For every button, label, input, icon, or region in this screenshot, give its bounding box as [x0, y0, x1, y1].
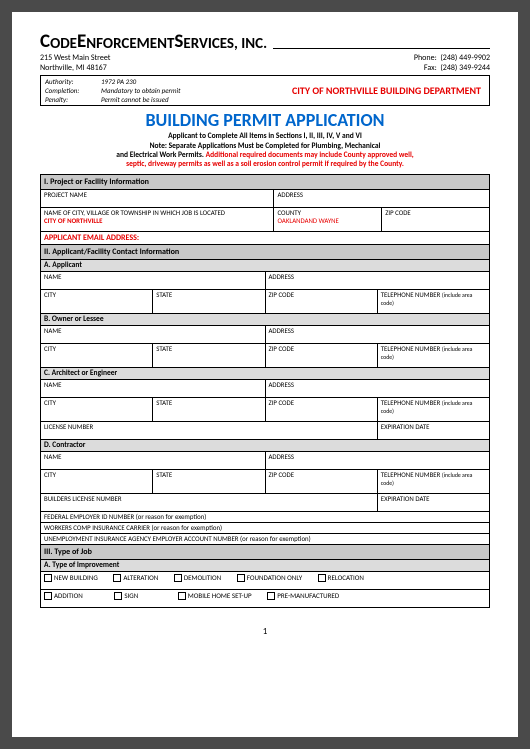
county-value: OAKLANDAND WAYNE: [277, 217, 378, 225]
checkbox-icon: [178, 592, 186, 600]
check-addition[interactable]: ADDITION: [44, 591, 83, 600]
company-address: 215 West Main Street Northville, MI 4816…: [40, 54, 110, 73]
name-cell[interactable]: NAME: [41, 325, 266, 343]
cap-c: C: [40, 30, 50, 53]
license-cell[interactable]: LICENSE NUMBER: [41, 421, 378, 439]
check-row-2: ADDITION SIGN MOBILE HOME SET-UP PRE-MAN…: [41, 589, 490, 607]
checkbox-icon: [237, 574, 245, 582]
builders-license-cell[interactable]: BUILDERS LICENSE NUMBER: [41, 493, 378, 511]
owner-table: NAME ADDRESS CITY STATE ZIP CODE TELEPHO…: [40, 325, 490, 368]
email-cell[interactable]: APPLICANT EMAIL ADDRESS:: [41, 231, 490, 244]
phone-cell[interactable]: TELEPHONE NUMBER (include area code): [377, 343, 489, 367]
company-contact: Phone: (248) 449-9902 Fax: (248) 349-924…: [414, 54, 490, 73]
expiration-cell[interactable]: EXPIRATION DATE: [377, 493, 489, 511]
check-mobile[interactable]: MOBILE HOME SET-UP: [178, 591, 252, 600]
phone-cell[interactable]: TELEPHONE NUMBER (include area code): [377, 289, 489, 313]
checkbox-icon: [113, 574, 121, 582]
state-cell[interactable]: STATE: [153, 343, 265, 367]
address-row: 215 West Main Street Northville, MI 4816…: [40, 54, 490, 73]
check-foundation[interactable]: FOUNDATION ONLY: [237, 573, 302, 582]
workers-comp-cell[interactable]: WORKERS COMP INSURANCE CARRIER (or reaso…: [41, 522, 490, 533]
city-value: CITY OF NORTHVILLE: [44, 217, 270, 225]
checkbox-icon: [114, 592, 122, 600]
zip-cell[interactable]: ZIP CODE: [265, 469, 377, 493]
check-demolition[interactable]: DEMOLITION: [174, 573, 221, 582]
contractor-table: NAME ADDRESS CITY STATE ZIP CODE TELEPHO…: [40, 451, 490, 545]
unemployment-cell[interactable]: UNEMPLOYMENT INSURANCE AGENCY EMPLOYER A…: [41, 533, 490, 544]
state-cell[interactable]: STATE: [153, 397, 265, 421]
name-cell[interactable]: NAME: [41, 379, 266, 397]
section-1: I. Project or Facility Information PROJE…: [40, 174, 490, 245]
project-address-cell[interactable]: ADDRESS: [274, 189, 490, 207]
project-table: PROJECT NAME ADDRESS NAME OF CITY, VILLA…: [40, 189, 490, 245]
company-name: CODE ENFORCEMENT SERVICES, INC.: [40, 30, 267, 53]
city-cell[interactable]: CITY: [41, 397, 153, 421]
sub-b-head: B. Owner or Lessee: [40, 314, 490, 325]
sub-d-head: D. Contractor: [40, 440, 490, 451]
check-relocation[interactable]: RELOCATION: [318, 573, 364, 582]
form-title: BUILDING PERMIT APPLICATION: [40, 109, 490, 131]
phone-cell[interactable]: TELEPHONE NUMBER (include area code): [377, 397, 489, 421]
applicant-table: NAME ADDRESS CITY STATE ZIP CODE TELEPHO…: [40, 271, 490, 314]
county-cell[interactable]: COUNTY OAKLANDAND WAYNE: [274, 207, 382, 231]
sub-c-head: C. Architect or Engineer: [40, 368, 490, 379]
zip-cell[interactable]: ZIP CODE: [265, 343, 377, 367]
check-premanufactured[interactable]: PRE-MANUFACTURED: [267, 591, 339, 600]
state-cell[interactable]: STATE: [153, 289, 265, 313]
department-name: CITY OF NORTHVILLE BUILDING DEPARTMENT: [292, 76, 489, 105]
architect-table: NAME ADDRESS CITY STATE ZIP CODE TELEPHO…: [40, 379, 490, 440]
document-page: CODE ENFORCEMENT SERVICES, INC. 215 West…: [12, 12, 518, 737]
instructions: Applicant to Complete All Items in Secti…: [40, 132, 490, 170]
expiration-cell[interactable]: EXPIRATION DATE: [377, 421, 489, 439]
checkbox-icon: [174, 574, 182, 582]
sub-type-head: A. Type of Improvement: [40, 559, 490, 571]
section-1-head: I. Project or Facility Information: [40, 174, 490, 189]
federal-id-cell[interactable]: FEDERAL EMPLOYER ID NUMBER (or reason fo…: [41, 511, 490, 522]
checkbox-icon: [318, 574, 326, 582]
city-cell[interactable]: CITY: [41, 343, 153, 367]
township-cell[interactable]: NAME OF CITY, VILLAGE OR TOWNSHIP IN WHI…: [41, 207, 274, 231]
checkbox-icon: [267, 592, 275, 600]
city-cell[interactable]: CITY: [41, 469, 153, 493]
address-cell[interactable]: ADDRESS: [265, 325, 490, 343]
check-sign[interactable]: SIGN: [114, 591, 138, 600]
name-cell[interactable]: NAME: [41, 451, 266, 469]
project-name-cell[interactable]: PROJECT NAME: [41, 189, 274, 207]
sub-a-head: A. Applicant: [40, 259, 490, 271]
check-alteration[interactable]: ALTERATION: [113, 573, 158, 582]
city-state-zip: Northville, MI 48167: [40, 64, 110, 74]
zip-cell[interactable]: ZIP CODE: [382, 207, 490, 231]
zip-cell[interactable]: ZIP CODE: [265, 289, 377, 313]
phone-cell[interactable]: TELEPHONE NUMBER (include area code): [377, 469, 489, 493]
check-new-building[interactable]: NEW BUILDING: [44, 573, 98, 582]
header-underline: [273, 48, 490, 49]
checkbox-icon: [44, 592, 52, 600]
address-cell[interactable]: ADDRESS: [265, 451, 490, 469]
page-number: 1: [40, 626, 490, 637]
check-row-1: NEW BUILDING ALTERATION DEMOLITION FOUND…: [41, 571, 490, 589]
city-cell[interactable]: CITY: [41, 289, 153, 313]
name-cell[interactable]: NAME: [41, 271, 266, 289]
section-3-head: III. Type of Job: [40, 545, 490, 559]
zip-cell[interactable]: ZIP CODE: [265, 397, 377, 421]
authority-box: Authority:1972 PA 230 Completion:Mandato…: [40, 75, 490, 106]
section-2-head: II. Applicant/Facility Contact Informati…: [40, 245, 490, 259]
address-cell[interactable]: ADDRESS: [265, 379, 490, 397]
address-cell[interactable]: ADDRESS: [265, 271, 490, 289]
checkbox-icon: [44, 574, 52, 582]
improvement-table: NEW BUILDING ALTERATION DEMOLITION FOUND…: [40, 571, 490, 608]
authority-grid: Authority:1972 PA 230 Completion:Mandato…: [41, 76, 292, 105]
header-row: CODE ENFORCEMENT SERVICES, INC.: [40, 30, 490, 53]
state-cell[interactable]: STATE: [153, 469, 265, 493]
